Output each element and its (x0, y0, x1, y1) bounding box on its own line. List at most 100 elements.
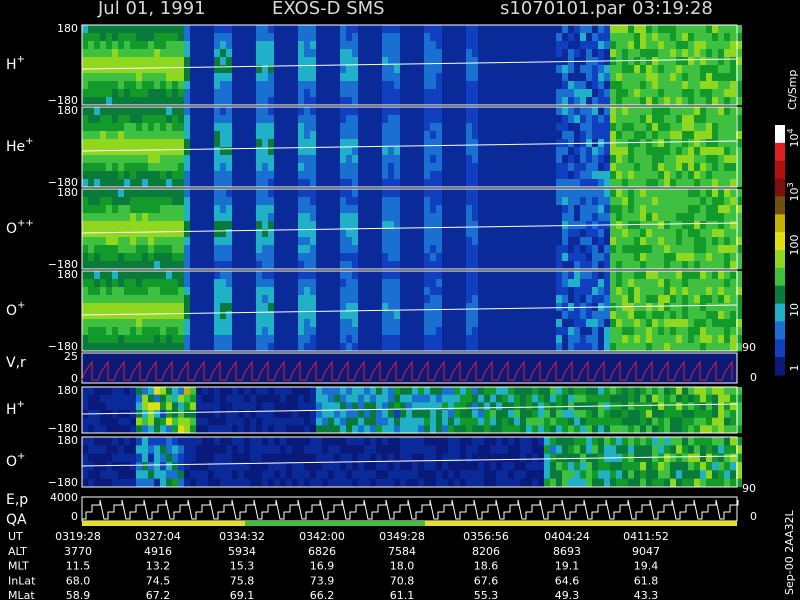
spectrogram-cell (436, 237, 442, 246)
spectrogram-cell (424, 171, 430, 180)
spectrogram-cell (244, 65, 250, 74)
spectrogram-cell (172, 425, 178, 434)
spectrogram-cell (718, 107, 724, 116)
spectrogram-cell (196, 179, 202, 188)
spectrogram-cell (532, 33, 538, 42)
spectrogram-cell (184, 33, 190, 42)
spectrogram-cell (256, 25, 262, 34)
spectrogram-cell (100, 97, 106, 106)
spectrogram-cell (274, 147, 280, 156)
spectrogram-cell (268, 139, 274, 148)
spectrogram-cell (232, 81, 238, 90)
spectrogram-cell (388, 197, 394, 206)
spectrogram-cell (280, 205, 286, 214)
spectrogram-cell (718, 33, 724, 42)
spectrogram-cell (208, 139, 214, 148)
spectrogram-cell (334, 49, 340, 58)
spectrogram-cell (454, 49, 460, 58)
spectrogram-cell (364, 189, 370, 198)
spectrogram-cell (172, 73, 178, 82)
spectrogram-cell (730, 343, 736, 352)
spectrogram-cell (460, 65, 466, 74)
spectrogram-cell (436, 57, 442, 66)
spectrogram-cell (418, 115, 424, 124)
spectrogram-cell (664, 107, 670, 116)
spectrogram-cell (94, 89, 100, 98)
spectrogram-cell (562, 107, 568, 116)
spectrogram-cell (550, 89, 556, 98)
spectrogram-cell (202, 81, 208, 90)
spectrogram-cell (436, 221, 442, 230)
spectrogram-cell (430, 229, 436, 238)
spectrogram-cell (616, 327, 622, 336)
spectrogram-cell (538, 139, 544, 148)
spectrogram-cell (118, 205, 124, 214)
spectrogram-cell (640, 89, 646, 98)
spectrogram-cell (106, 115, 112, 124)
spectrogram-cell (448, 319, 454, 328)
spectrogram-cell (628, 311, 634, 320)
spectrogram-cell (238, 73, 244, 82)
spectrogram-cell (508, 237, 514, 246)
spectrogram-cell (118, 25, 124, 34)
spectrogram-cell (550, 57, 556, 66)
spectrogram-cell (190, 97, 196, 106)
spectrogram-cell (106, 65, 112, 74)
spectrogram-cell (436, 335, 442, 344)
spectrogram-cell (430, 343, 436, 352)
spectrogram-cell (214, 327, 220, 336)
spectrogram-cell (376, 107, 382, 116)
spectrogram-cell (304, 155, 310, 164)
spectrogram-cell (484, 81, 490, 90)
spectrogram-cell (718, 311, 724, 320)
spectrogram-cell (610, 343, 616, 352)
spectrogram-cell (352, 410, 358, 418)
spectrogram-cell (340, 343, 346, 352)
spectrogram-cell (334, 311, 340, 320)
spectrogram-cell (358, 155, 364, 164)
spectrogram-cell (184, 402, 190, 411)
spectrogram-cell (352, 213, 358, 222)
spectrogram-cell (454, 261, 460, 270)
spectrogram-cell (460, 89, 466, 98)
spectrogram-cell (112, 387, 118, 395)
spectrogram-cell (94, 115, 100, 124)
spectrogram-cell (556, 73, 562, 82)
spectrogram-cell (388, 221, 394, 230)
spectrogram-cell (562, 410, 568, 418)
spectrogram-cell (442, 245, 448, 254)
spectrogram-cell (706, 57, 712, 66)
spectrogram-cell (298, 147, 304, 156)
spectrogram-cell (190, 163, 196, 172)
spectrogram-cell (298, 303, 304, 312)
spectrogram-cell (676, 335, 682, 344)
spectrogram-cell (454, 131, 460, 140)
spectrogram-cell (694, 123, 700, 132)
spectrogram-cell (622, 253, 628, 262)
spectrogram-cell (628, 287, 634, 296)
spectrogram-cell (442, 57, 448, 66)
spectrogram-cell (370, 123, 376, 132)
spectrogram-cell (628, 33, 634, 42)
spectrogram-cell (346, 295, 352, 304)
spectrogram-cell (298, 213, 304, 222)
spectrogram-cell (334, 115, 340, 124)
spectrogram-cell (490, 402, 496, 411)
spectrogram-cell (652, 139, 658, 148)
spectrogram-cell (334, 327, 340, 336)
spectrogram-cell (388, 205, 394, 214)
spectrogram-cell (400, 394, 406, 403)
spectrogram-cell (100, 49, 106, 58)
spectrogram-cell (256, 89, 262, 98)
spectrogram-cell (616, 271, 622, 280)
spectrogram-cell (574, 245, 580, 254)
spectrogram-cell (598, 343, 604, 352)
spectrogram-cell (376, 171, 382, 180)
spectrogram-cell (136, 73, 142, 82)
spectrogram-cell (274, 73, 280, 82)
spectrogram-cell (358, 335, 364, 344)
spectrogram-cell (658, 97, 664, 106)
spectrogram-cell (436, 303, 442, 312)
spectrogram-cell (634, 245, 640, 254)
spectrogram-cell (232, 131, 238, 140)
